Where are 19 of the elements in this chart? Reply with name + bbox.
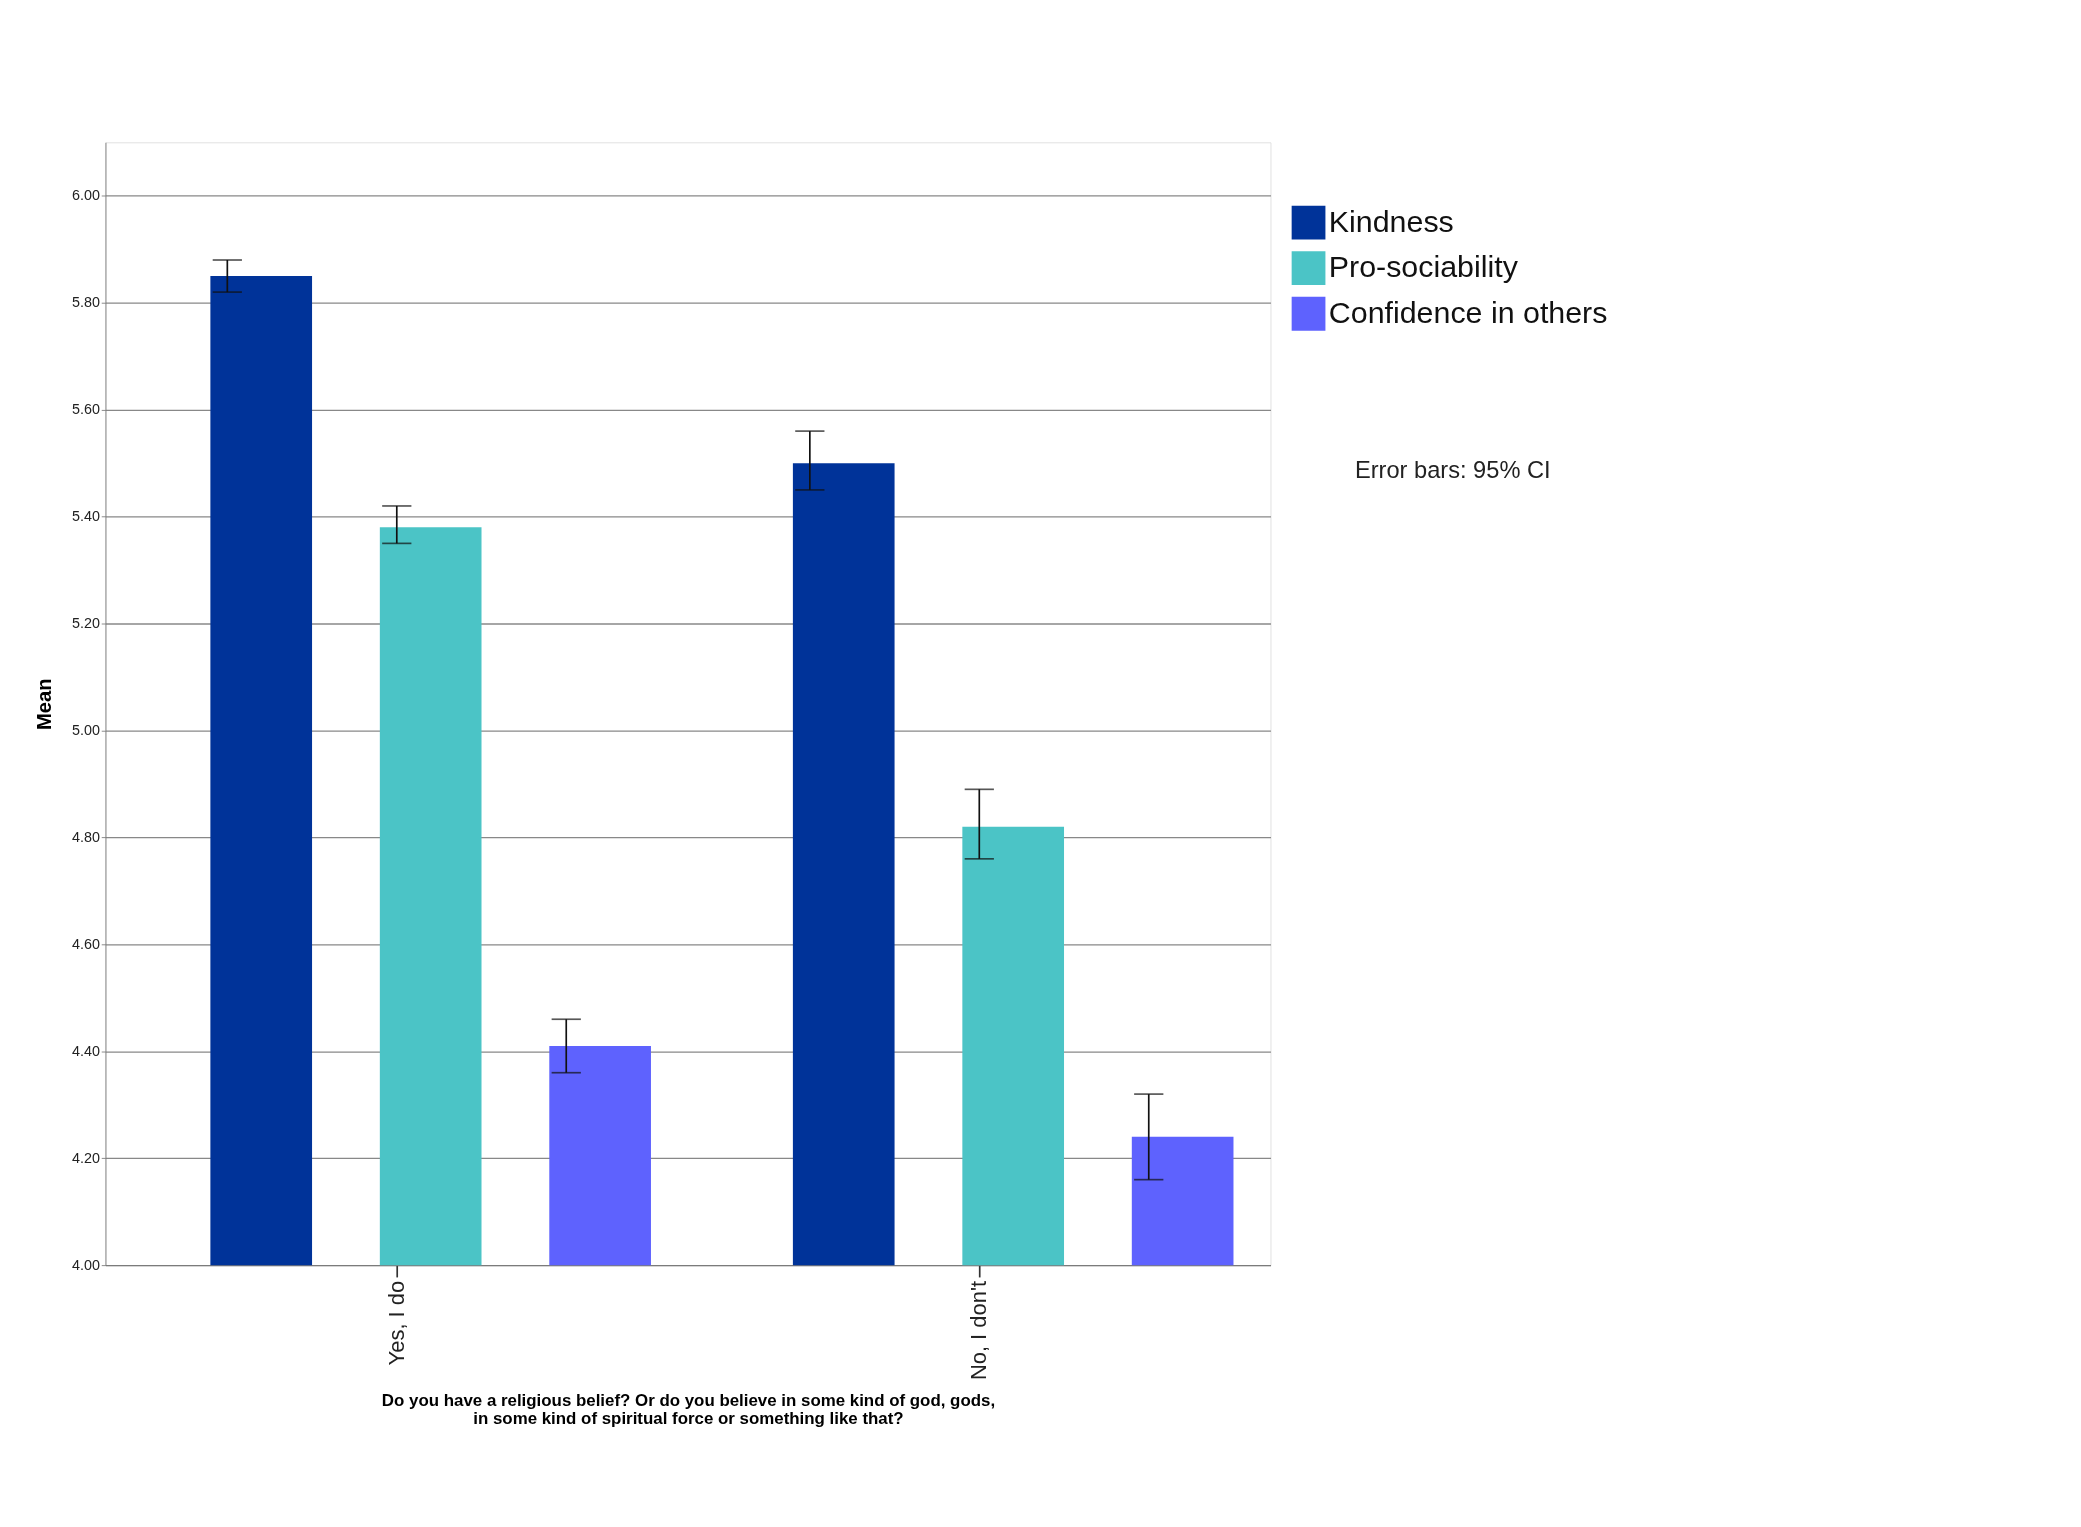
y-tick-label: 4.20: [72, 1149, 101, 1166]
x-tick-label: No, I don't: [966, 1280, 992, 1381]
y-tick-label: 5.60: [72, 401, 101, 418]
legend-label: Kindness: [1328, 203, 1454, 238]
y-tick-label: 6.00: [72, 187, 101, 204]
legend-label: Confidence in others: [1328, 295, 1608, 330]
text: Error bars: 95% CI: [1354, 457, 1551, 484]
y-tick-label: 4.00: [72, 1256, 101, 1273]
y-tick-label: 5.00: [72, 722, 101, 739]
y-tick-label: 5.80: [72, 294, 101, 311]
y-tick-label: 5.40: [72, 508, 101, 525]
y-tick-label: 4.40: [72, 1042, 101, 1059]
y-tick-label: 4.60: [72, 936, 101, 953]
x-tick-label: Yes, I do: [383, 1280, 409, 1366]
y-tick-label: 4.80: [72, 829, 101, 846]
x-axis-title: Do you have a religious belief? Or do you believe in some kind of god, gods, in some kind of spiritual force or something like that?: [381, 1390, 996, 1429]
y-tick-label: 5.20: [72, 615, 101, 632]
y-axis-title: Mean: [33, 678, 55, 731]
legend-label: Pro-sociability: [1328, 249, 1519, 284]
